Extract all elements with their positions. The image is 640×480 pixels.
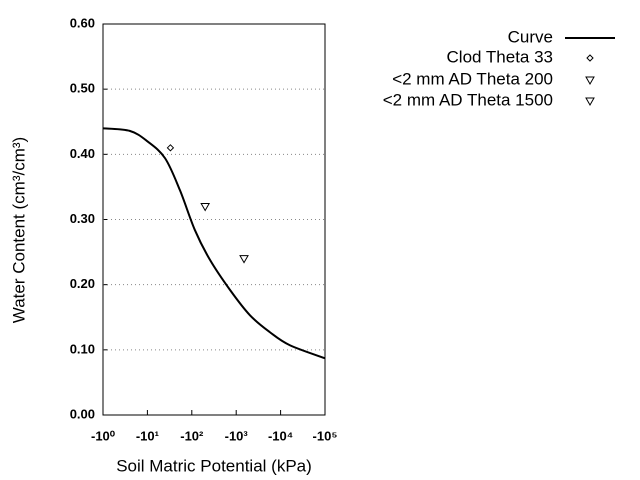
y-tick-label: 0.60 [70, 15, 95, 30]
curve [103, 128, 325, 358]
y-axis-label: Water Content (cm³/cm³) [9, 137, 28, 323]
legend-label: <2 mm AD Theta 1500 [383, 90, 553, 109]
y-tick-label: 0.50 [70, 81, 95, 96]
y-tick-label: 0.20 [70, 276, 95, 291]
point [239, 255, 249, 264]
x-tick-label: -10¹ [136, 428, 159, 443]
y-tick-label: 0.00 [70, 406, 95, 421]
x-tick-label: -10⁴ [268, 428, 293, 443]
legend-label: Clod Theta 33 [447, 47, 553, 66]
point [166, 144, 175, 152]
y-tick-label: 0.10 [70, 341, 95, 356]
point [200, 202, 211, 212]
legend-marker [586, 54, 594, 62]
legend-label: <2 mm AD Theta 200 [392, 69, 553, 88]
x-axis-label: Soil Matric Potential (kPa) [116, 456, 312, 475]
legend-marker [585, 97, 595, 107]
x-tick-label: -10⁰ [91, 428, 116, 443]
y-tick-label: 0.30 [70, 211, 95, 226]
plot-frame [102, 23, 326, 416]
y-tick-label: 0.40 [70, 146, 95, 161]
legend-label: Curve [508, 27, 553, 46]
legend-marker [585, 76, 595, 86]
x-tick-label: -10² [180, 428, 204, 443]
x-tick-label: -10⁵ [313, 428, 338, 443]
x-tick-label: -10³ [225, 428, 249, 443]
